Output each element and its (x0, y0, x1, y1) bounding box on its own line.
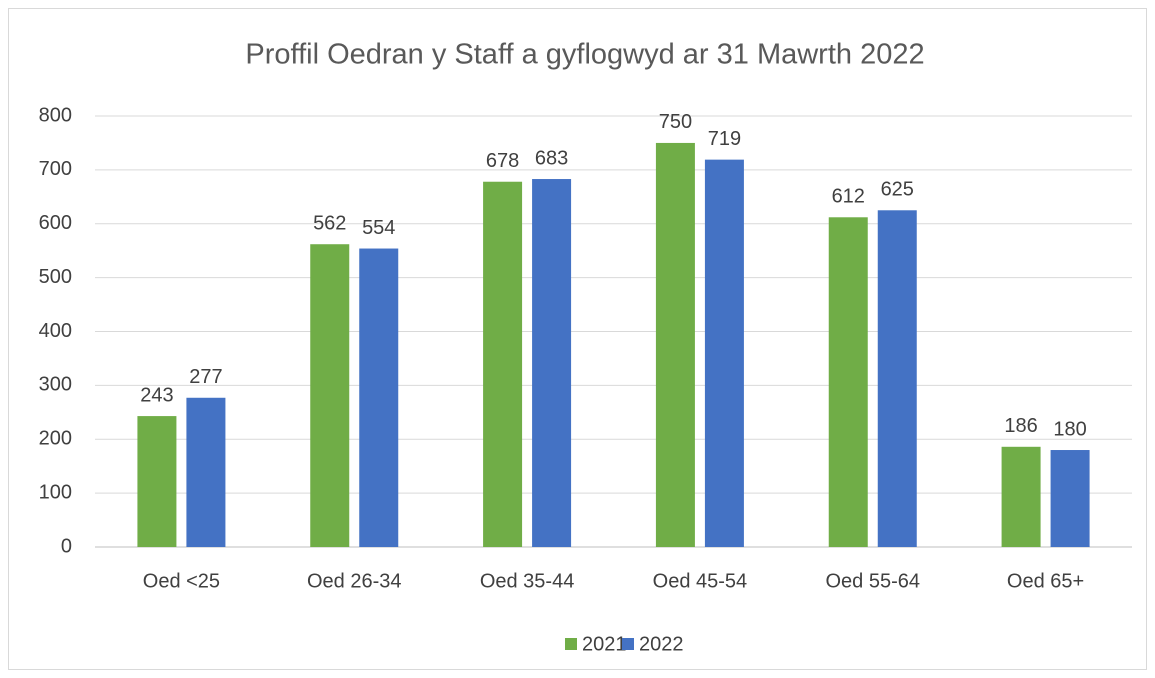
y-tick-label: 300 (39, 374, 72, 396)
legend-swatch (565, 638, 577, 650)
data-label: 683 (535, 147, 568, 169)
data-label: 562 (313, 213, 346, 235)
bar (1050, 450, 1090, 547)
x-tick-label: Oed 26-34 (307, 570, 402, 592)
bar (877, 210, 917, 547)
y-tick-label: 400 (39, 320, 72, 342)
x-tick-label: Oed 35-44 (480, 570, 575, 592)
y-tick-label: 200 (39, 428, 72, 450)
legend-label: 2021 (582, 633, 627, 655)
bar (310, 244, 350, 547)
y-tick-label: 500 (39, 266, 72, 288)
legend-label: 2022 (639, 633, 684, 655)
y-tick-label: 100 (39, 481, 72, 503)
bar (532, 179, 572, 547)
data-label: 243 (140, 384, 173, 406)
data-label: 612 (832, 186, 865, 208)
data-label: 678 (486, 150, 519, 172)
y-tick-label: 600 (39, 212, 72, 234)
bar (186, 397, 226, 547)
bar (655, 142, 695, 547)
legend-swatch (622, 638, 634, 650)
data-label: 186 (1004, 415, 1037, 437)
data-label: 625 (881, 179, 914, 201)
y-tick-label: 700 (39, 158, 72, 180)
bar (828, 217, 868, 547)
data-label: 750 (659, 111, 692, 133)
bar (704, 159, 744, 548)
x-tick-label: Oed 55-64 (825, 570, 920, 592)
x-tick-label: Oed <25 (143, 570, 220, 592)
bar (137, 416, 177, 547)
data-label: 719 (708, 128, 741, 150)
x-tick-label: Oed 45-54 (653, 570, 748, 592)
y-tick-label: 800 (39, 104, 72, 126)
x-tick-label: Oed 65+ (1007, 570, 1084, 592)
data-label: 554 (362, 217, 395, 239)
chart-border (8, 8, 1147, 670)
bar (483, 181, 523, 548)
data-label: 180 (1053, 418, 1086, 440)
bar (359, 248, 399, 547)
bar (1001, 446, 1041, 547)
data-label: 277 (189, 366, 222, 388)
y-tick-label: 0 (61, 535, 72, 557)
chart-title: Proffil Oedran y Staff a gyflogwyd ar 31… (245, 39, 924, 71)
